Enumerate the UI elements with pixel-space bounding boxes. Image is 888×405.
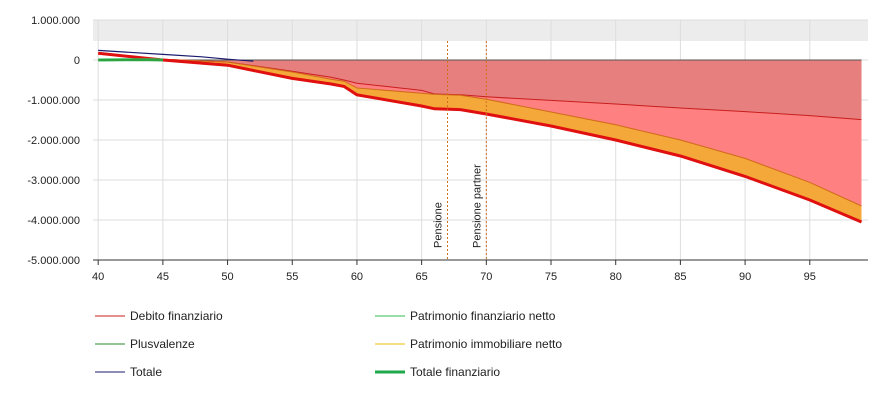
y-tick-label: -2.000.000: [27, 135, 80, 147]
legend-label-totale-finanziario: Totale finanziario: [410, 365, 500, 379]
x-tick-label: 85: [674, 271, 686, 283]
legend-label-plusvalenze: Plusvalenze: [130, 337, 195, 351]
x-tick-label: 45: [157, 271, 169, 283]
x-tick-label: 95: [804, 271, 816, 283]
x-tick-label: 80: [610, 271, 622, 283]
y-tick-label: 0: [74, 55, 80, 67]
x-tick-label: 70: [480, 271, 492, 283]
y-tick-label: -3.000.000: [27, 175, 80, 187]
legend-label-patrimonio-finanziario-netto: Patrimonio finanziario netto: [410, 309, 556, 323]
y-tick-label: -1.000.000: [27, 95, 80, 107]
y-tick-label: 1.000.000: [31, 15, 80, 27]
plot-top-band: [93, 20, 868, 41]
x-tick-label: 40: [92, 271, 104, 283]
x-tick-label: 65: [416, 271, 428, 283]
x-tick-label: 60: [351, 271, 363, 283]
legend-label-patrimonio-immobiliare-netto: Patrimonio immobiliare netto: [410, 337, 562, 351]
x-tick-label: 90: [739, 271, 751, 283]
y-tick-label: -4.000.000: [27, 215, 80, 227]
y-tick-label: -5.000.000: [27, 255, 80, 267]
legend-label-totale: Totale: [130, 365, 162, 379]
legend-label-debito-finanziario: Debito finanziario: [130, 309, 223, 323]
x-tick-label: 55: [286, 271, 298, 283]
x-tick-label: 50: [221, 271, 233, 283]
marker-label-pensione-partner: Pensione partner: [471, 164, 483, 248]
marker-label-pensione: Pensione: [433, 202, 445, 248]
x-tick-label: 75: [545, 271, 557, 283]
